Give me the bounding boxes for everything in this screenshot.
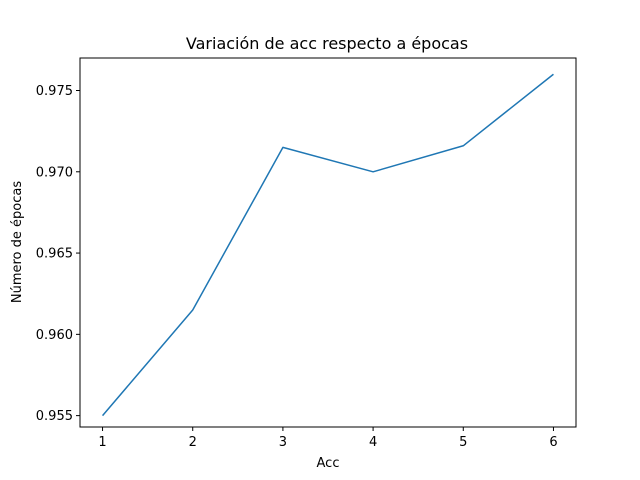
y-tick-label: 0.960 — [36, 328, 73, 343]
y-tick-label: 0.970 — [36, 165, 73, 180]
y-tick-label: 0.965 — [36, 247, 73, 262]
x-tick-label: 5 — [459, 435, 467, 450]
chart-title: Variación de acc respecto a épocas — [186, 34, 468, 53]
data-points — [102, 74, 554, 416]
plot-area — [79, 57, 577, 428]
y-axis-label: Número de épocas — [10, 181, 25, 303]
x-tick-label: 3 — [279, 435, 287, 450]
y-axis: 0.955 0.960 0.965 0.970 0.975 — [36, 84, 80, 424]
y-tick-label: 0.955 — [36, 409, 73, 424]
x-tick-label: 1 — [98, 435, 106, 450]
y-tick-label: 0.975 — [36, 84, 73, 99]
x-tick-label: 2 — [189, 435, 197, 450]
series-line — [101, 73, 554, 417]
x-axis: 1 2 3 4 5 6 — [98, 427, 558, 450]
x-tick-label: 4 — [369, 435, 377, 450]
x-tick-label: 6 — [549, 435, 557, 450]
x-axis-label: Acc — [317, 456, 340, 471]
